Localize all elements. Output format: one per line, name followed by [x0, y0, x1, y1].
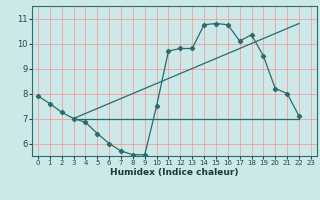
X-axis label: Humidex (Indice chaleur): Humidex (Indice chaleur)	[110, 168, 239, 177]
